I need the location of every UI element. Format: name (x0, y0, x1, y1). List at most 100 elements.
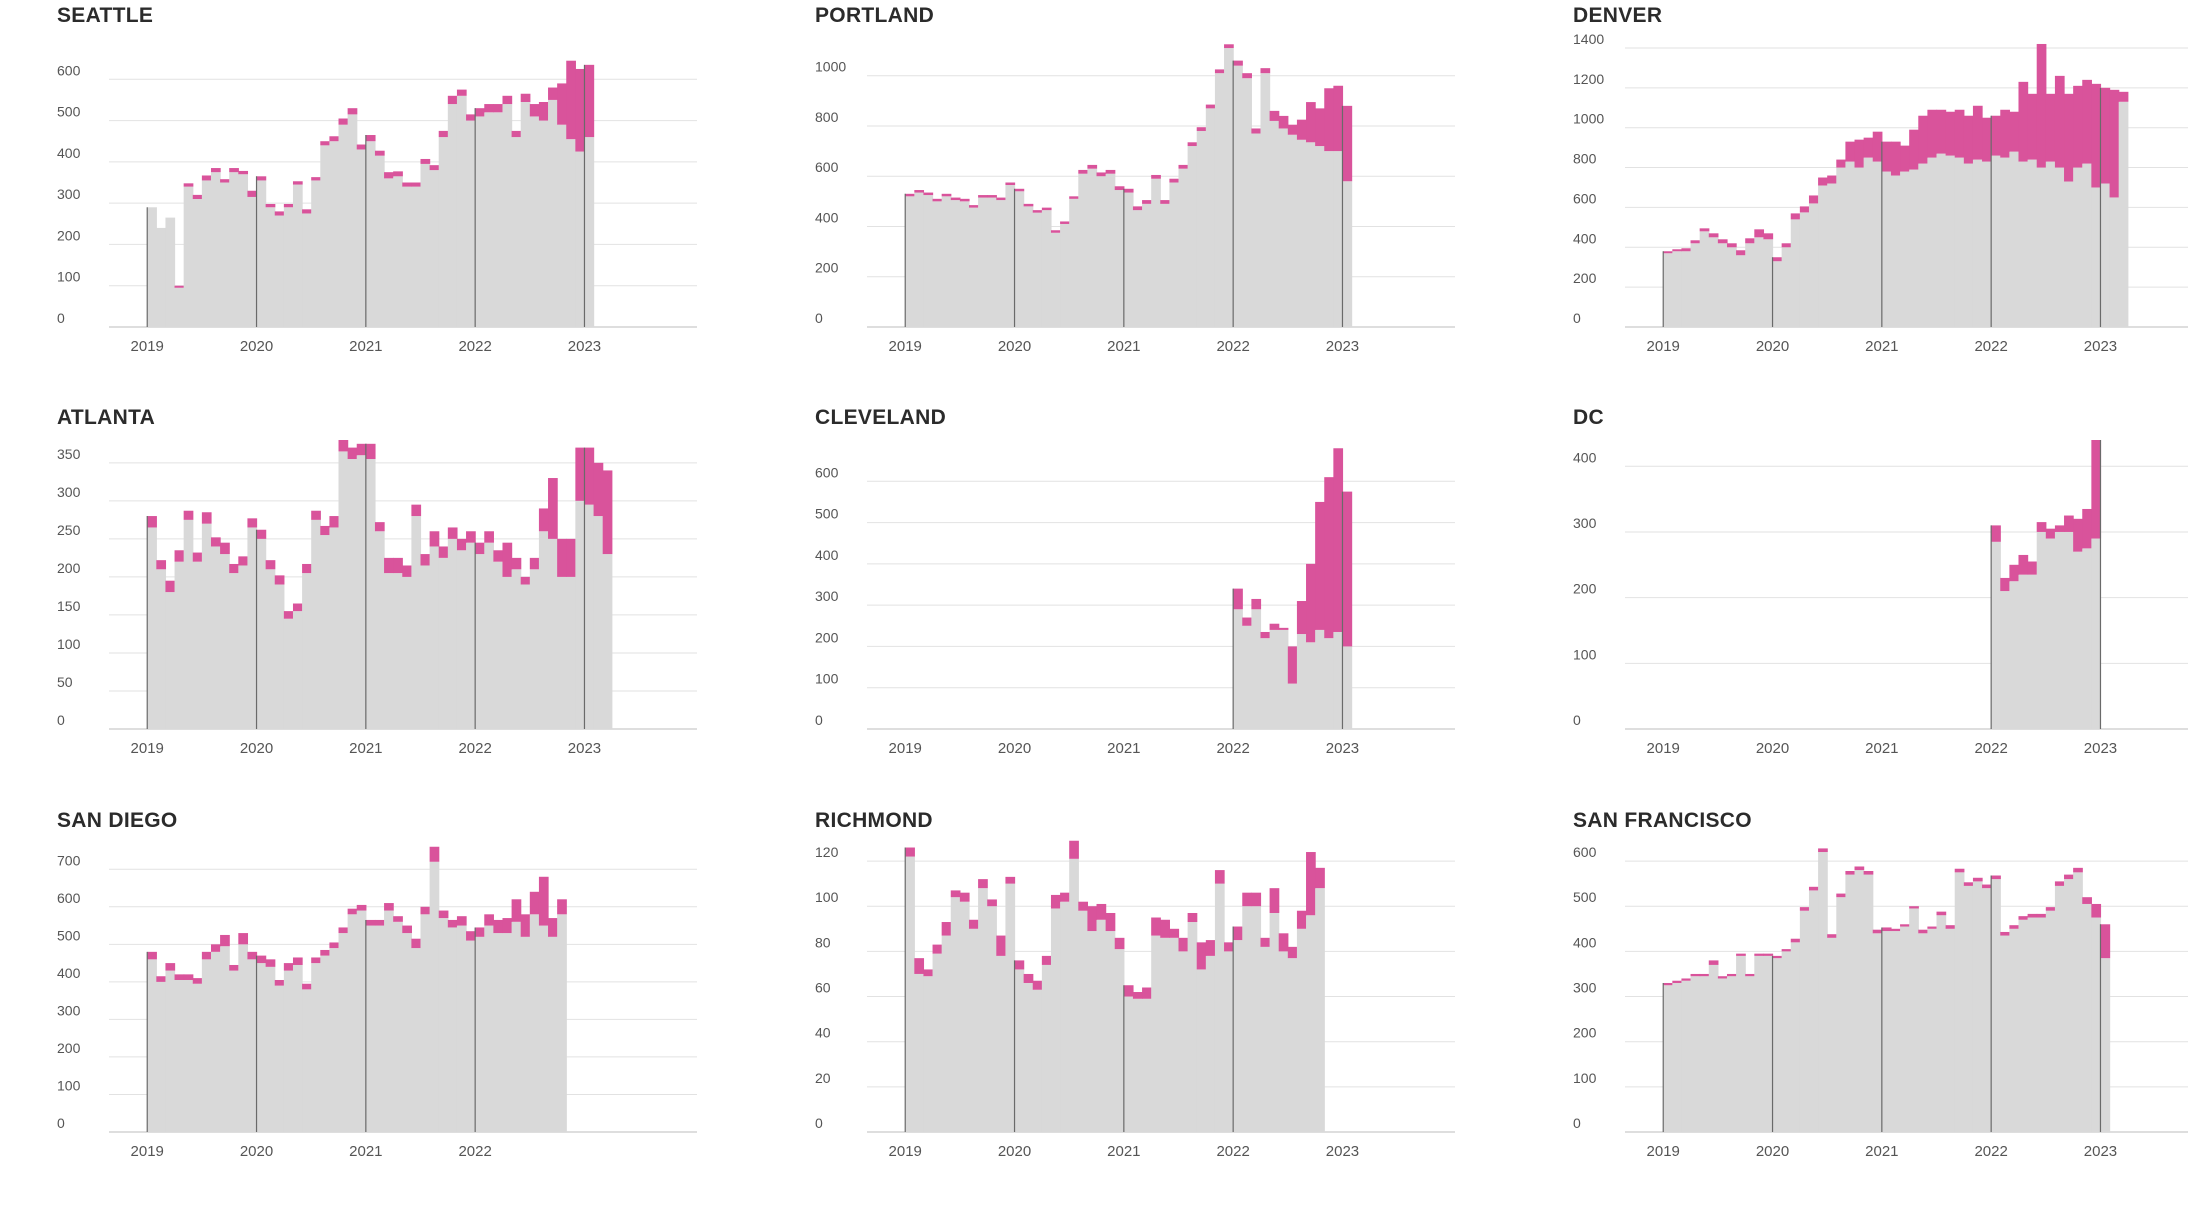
bar-base (1799, 212, 1810, 327)
bar-base (1708, 964, 1719, 1132)
bar-highlight (201, 951, 212, 960)
y-tick-label: 300 (57, 1002, 81, 1018)
bar-highlight (2036, 913, 2047, 918)
bar-base (1342, 646, 1353, 729)
bar-base (329, 527, 340, 729)
x-tick-label: 2020 (240, 338, 273, 355)
bar-base (1287, 683, 1298, 729)
y-tick-label: 400 (815, 209, 839, 225)
bar-base (1872, 933, 1883, 1132)
bar-highlight (1114, 937, 1125, 950)
bar-highlight (302, 983, 312, 990)
bar-base (493, 112, 504, 327)
bar-highlight (1936, 109, 1947, 154)
bar-highlight (1105, 169, 1116, 174)
bar-base (1105, 931, 1116, 1132)
bar-highlight (2091, 440, 2102, 539)
bar-base (292, 611, 303, 729)
bar-base (1224, 951, 1234, 1132)
bar-highlight (1123, 985, 1134, 997)
bar-base (1014, 191, 1025, 327)
bar-highlight (393, 916, 403, 922)
bar-base (329, 141, 340, 327)
bar-highlight (1726, 243, 1737, 248)
bar-base (256, 180, 267, 327)
bar-base (2027, 917, 2038, 1132)
bar-base (1872, 161, 1883, 327)
bar-highlight (475, 927, 485, 937)
bar-highlight (311, 957, 321, 964)
bar-base (1296, 634, 1307, 729)
bar-base (338, 451, 349, 729)
bar-base (1745, 243, 1755, 327)
bar-highlight (1205, 940, 1216, 956)
bar-base (1881, 171, 1892, 327)
bar-base (1169, 937, 1180, 1132)
bar-base (1763, 239, 1774, 327)
bar-highlight (365, 135, 376, 142)
bar-highlight (1269, 888, 1280, 913)
bar-base (520, 936, 531, 1132)
bar-highlight (1105, 912, 1116, 932)
y-tick-label: 500 (57, 927, 81, 943)
x-tick-label: 2023 (1326, 338, 1359, 355)
bar-highlight (1982, 884, 1992, 889)
bar-base (2027, 574, 2038, 729)
bar-base (1972, 159, 1983, 327)
bar-highlight (347, 908, 358, 915)
bar-base (320, 535, 331, 729)
bar-highlight (192, 552, 203, 562)
chart-title: ATLANTA (57, 406, 156, 429)
bar-base (365, 925, 376, 1132)
bar-base (347, 459, 358, 729)
chart-plot: 0 200 400 600 800 1000 2019 2020 2021 2022 2023 (815, 44, 1455, 355)
bar-highlight (1315, 501, 1325, 630)
bar-highlight (1096, 903, 1107, 920)
bar-base (1306, 915, 1316, 1132)
bar-base (466, 542, 476, 729)
bar-base (311, 519, 321, 729)
bar-highlight (365, 443, 376, 460)
y-tick-label: 700 (57, 852, 81, 868)
bar-base (1954, 872, 1965, 1132)
bar-highlight (1242, 617, 1252, 626)
bar-base (1287, 134, 1298, 327)
y-tick-label: 50 (57, 674, 73, 690)
bar-highlight (147, 951, 157, 960)
bar-base (2118, 101, 2129, 327)
bar-highlight (201, 175, 212, 181)
bar-base (484, 925, 494, 1132)
bar-base (1060, 223, 1070, 327)
bar-highlight (356, 443, 367, 456)
bar-highlight (1260, 68, 1271, 74)
bar-base (165, 217, 176, 327)
y-tick-label: 0 (815, 1115, 823, 1131)
bar-highlight (411, 182, 422, 187)
bar-base (292, 964, 303, 1132)
bar-highlight (1763, 233, 1774, 240)
bar-base (1890, 175, 1901, 327)
bar-base (2009, 928, 2020, 1132)
x-tick-label: 2023 (568, 338, 601, 355)
bar-highlight (2054, 525, 2065, 532)
bar-base (1927, 157, 1938, 327)
chart-plot: 0 100 200 300 400 2019 2020 2021 2022 2023 (1573, 440, 2188, 757)
chart-panel-san-diego: SAN DIEGO 0 100 200 300 400 500 600 700 2019 2020 2… (57, 805, 697, 1205)
bar-base (283, 970, 294, 1132)
bar-base (256, 963, 267, 1132)
x-tick-label: 2020 (1756, 338, 1789, 355)
bar-base (959, 201, 970, 327)
bar-base (1005, 185, 1016, 327)
bar-highlight (238, 556, 249, 566)
bar-base (147, 207, 157, 327)
bar-base (1306, 642, 1316, 729)
bar-base (1278, 128, 1289, 327)
bar-highlight (1260, 937, 1271, 947)
bar-base (1836, 897, 1847, 1132)
bar-base (511, 569, 522, 729)
bar-highlight (1315, 108, 1325, 147)
bar-base (1799, 910, 1810, 1132)
bar-highlight (1306, 852, 1316, 916)
bar-base (1060, 901, 1070, 1132)
bar-highlight (402, 182, 412, 187)
